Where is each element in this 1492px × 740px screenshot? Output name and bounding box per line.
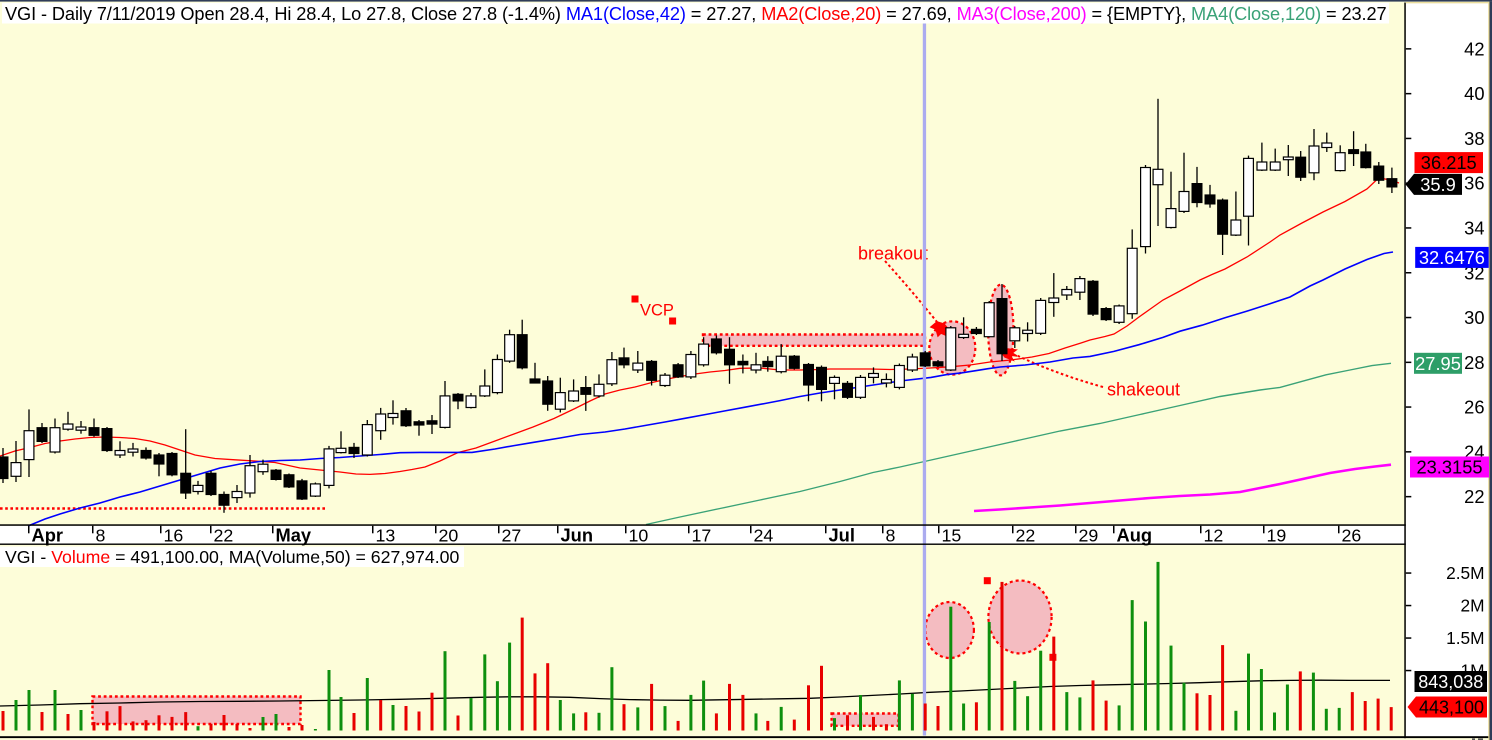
svg-text:27.95: 27.95 — [1415, 353, 1461, 374]
svg-text:Jun: Jun — [561, 524, 594, 545]
svg-text:12: 12 — [1204, 525, 1224, 545]
svg-text:20: 20 — [439, 525, 459, 545]
svg-text:22: 22 — [1016, 525, 1036, 545]
svg-text:13: 13 — [376, 525, 396, 545]
svg-text:8: 8 — [96, 525, 106, 545]
svg-text:VGI - Daily 7/11/2019 Open 28.: VGI - Daily 7/11/2019 Open 28.4, Hi 28.4… — [5, 4, 1386, 24]
svg-text:24: 24 — [754, 525, 774, 545]
svg-text:Jul: Jul — [829, 524, 855, 545]
svg-text:22: 22 — [214, 525, 234, 545]
svg-text:17: 17 — [692, 525, 712, 545]
svg-text:May: May — [276, 524, 312, 545]
svg-text:36.215: 36.215 — [1421, 152, 1477, 173]
svg-text:42: 42 — [1464, 38, 1484, 59]
svg-text:2M: 2M — [1460, 596, 1484, 616]
svg-text:28: 28 — [1464, 352, 1484, 373]
svg-text:19: 19 — [1267, 525, 1287, 545]
svg-text:8: 8 — [886, 525, 896, 545]
svg-text:shakeout: shakeout — [1107, 380, 1180, 400]
svg-text:35.9: 35.9 — [1420, 174, 1456, 195]
svg-text:22: 22 — [1464, 486, 1484, 507]
svg-text:843,038: 843,038 — [1418, 672, 1483, 692]
svg-text:32.6476: 32.6476 — [1419, 247, 1485, 268]
svg-text:40: 40 — [1464, 83, 1484, 104]
svg-text:27: 27 — [502, 525, 522, 545]
svg-text:36: 36 — [1464, 173, 1484, 194]
svg-text:Aug: Aug — [1117, 524, 1153, 545]
svg-text:VCP: VCP — [640, 302, 674, 320]
svg-text:30: 30 — [1464, 307, 1484, 328]
svg-text:443,100: 443,100 — [1419, 698, 1484, 718]
svg-text:breakout: breakout — [858, 244, 928, 264]
svg-text:23.3155: 23.3155 — [1416, 457, 1482, 478]
svg-text:16: 16 — [164, 525, 184, 545]
svg-text:10: 10 — [629, 525, 649, 545]
svg-text:2.5M: 2.5M — [1446, 563, 1484, 583]
svg-text:Apr: Apr — [32, 524, 63, 545]
svg-text:1.5M: 1.5M — [1446, 628, 1484, 648]
svg-text:VGI - Volume = 491,100.00, MA(: VGI - Volume = 491,100.00, MA(Volume,50)… — [5, 547, 459, 567]
svg-text:26: 26 — [1342, 525, 1362, 545]
svg-text:26: 26 — [1464, 397, 1484, 418]
svg-text:34: 34 — [1464, 218, 1484, 239]
svg-text:29: 29 — [1079, 525, 1099, 545]
svg-text:15: 15 — [942, 525, 962, 545]
svg-text:38: 38 — [1464, 128, 1484, 149]
